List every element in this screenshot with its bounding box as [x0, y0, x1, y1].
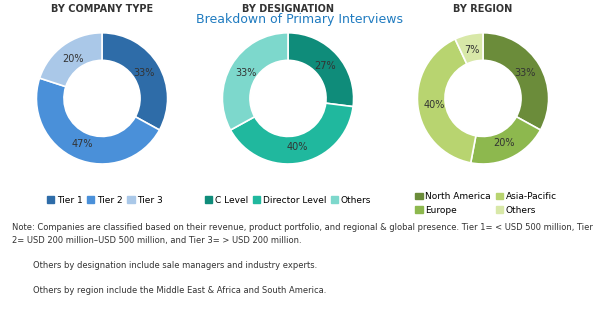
Wedge shape [471, 117, 541, 164]
Text: 47%: 47% [72, 138, 93, 149]
Wedge shape [230, 103, 353, 164]
Text: 20%: 20% [493, 138, 515, 148]
Wedge shape [40, 33, 102, 87]
Legend: Tier 1, Tier 2, Tier 3: Tier 1, Tier 2, Tier 3 [47, 195, 163, 205]
Wedge shape [37, 78, 160, 164]
Text: 33%: 33% [134, 68, 155, 78]
Wedge shape [483, 33, 548, 130]
Text: 33%: 33% [235, 68, 256, 78]
Wedge shape [418, 39, 476, 163]
Title: BY COMPANY TYPE: BY COMPANY TYPE [51, 4, 153, 14]
Text: Note: Companies are classified based on their revenue, product portfolio, and re: Note: Companies are classified based on … [12, 223, 593, 295]
Text: 40%: 40% [287, 142, 308, 152]
Legend: C Level, Director Level, Others: C Level, Director Level, Others [205, 195, 371, 205]
Title: BY DESIGNATION: BY DESIGNATION [242, 4, 334, 14]
Text: 33%: 33% [515, 68, 536, 78]
Wedge shape [288, 33, 353, 107]
Text: Breakdown of Primary Interviews: Breakdown of Primary Interviews [197, 13, 404, 26]
Text: 27%: 27% [314, 61, 336, 71]
Text: 40%: 40% [424, 100, 445, 110]
Text: 7%: 7% [464, 45, 480, 55]
Wedge shape [102, 33, 167, 130]
Legend: North America, Europe, Asia-Pacific, Others: North America, Europe, Asia-Pacific, Oth… [415, 192, 557, 215]
Title: BY REGION: BY REGION [454, 4, 512, 14]
Wedge shape [455, 33, 483, 64]
Text: 20%: 20% [62, 53, 84, 64]
Wedge shape [223, 33, 288, 130]
